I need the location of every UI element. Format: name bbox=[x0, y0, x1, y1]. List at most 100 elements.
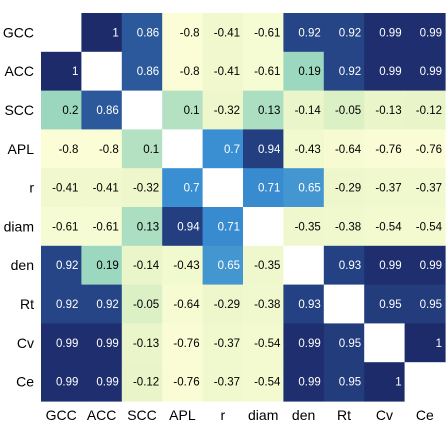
x-axis-tick-labels: GCC ACC SCC APL r diam den Rt Cv Ce bbox=[46, 407, 434, 423]
heatmap-cell-value: -0.13 bbox=[375, 105, 401, 117]
heatmap-cell-value: 0.99 bbox=[298, 377, 320, 389]
heatmap-cell-value: 0.99 bbox=[56, 377, 78, 389]
heatmap-cell bbox=[283, 284, 325, 324]
heatmap-cell bbox=[81, 284, 123, 324]
heatmap-cell-value: 1 bbox=[72, 66, 78, 78]
x-tick-label: diam bbox=[248, 407, 278, 423]
heatmap-cell bbox=[283, 323, 325, 363]
heatmap-cell-value: 0.1 bbox=[143, 144, 159, 156]
heatmap-cell-value: 0.92 bbox=[339, 66, 361, 78]
heatmap-cell bbox=[81, 168, 123, 208]
heatmap-cell-value: -0.12 bbox=[133, 377, 159, 389]
heatmap-cell bbox=[364, 90, 406, 130]
heatmap-cell bbox=[41, 245, 82, 286]
heatmap-cell-value: 0.1 bbox=[184, 105, 200, 117]
heatmap-cell-value: 0.92 bbox=[298, 27, 320, 39]
heatmap-cell-value: 0.13 bbox=[137, 221, 159, 233]
heatmap-cell-value: 0.93 bbox=[339, 260, 361, 272]
heatmap-cell-value: -0.8 bbox=[59, 144, 79, 156]
heatmap-cell bbox=[162, 129, 204, 169]
heatmap-cell bbox=[364, 13, 406, 53]
heatmap-cell-value: -0.41 bbox=[214, 66, 240, 78]
heatmap-cell-value: 0.99 bbox=[420, 27, 442, 39]
heatmap-cell-value: 0.7 bbox=[224, 144, 240, 156]
heatmap-cell bbox=[41, 51, 82, 92]
heatmap-cell bbox=[121, 13, 163, 53]
heatmap-cell-value: -0.14 bbox=[133, 260, 160, 272]
heatmap-cell-value: 0.13 bbox=[258, 105, 280, 117]
x-tick-label: GCC bbox=[46, 407, 77, 423]
heatmap-cell-value: -0.41 bbox=[214, 27, 240, 39]
heatmap-cell bbox=[202, 284, 244, 324]
heatmap-cell bbox=[81, 323, 123, 363]
heatmap-cell-value: -0.8 bbox=[99, 144, 119, 156]
heatmap-cell-value: -0.32 bbox=[214, 105, 240, 117]
heatmap-cell bbox=[121, 51, 163, 92]
heatmap-cell bbox=[81, 207, 123, 247]
heatmap-cell bbox=[121, 245, 163, 286]
heatmap-cell-value: 0.94 bbox=[177, 221, 200, 233]
heatmap-cell bbox=[323, 51, 365, 92]
heatmap-cell bbox=[202, 51, 244, 92]
heatmap-cell bbox=[404, 129, 446, 169]
heatmap-cell-value: -0.8 bbox=[180, 66, 200, 78]
heatmap-cell bbox=[41, 284, 82, 324]
heatmap-cell bbox=[243, 362, 284, 402]
heatmap-cell bbox=[121, 362, 163, 402]
heatmap-cell-value: -0.54 bbox=[254, 377, 281, 389]
heatmap-cell bbox=[202, 13, 244, 53]
heatmap-cell-value: -0.61 bbox=[254, 27, 280, 39]
heatmap-cell bbox=[202, 129, 244, 169]
heatmap-cell-value: 0.99 bbox=[420, 66, 442, 78]
heatmap-cell-value: 0.65 bbox=[298, 183, 320, 195]
heatmap-cell-value: -0.61 bbox=[93, 221, 119, 233]
heatmap-cell bbox=[202, 168, 244, 208]
heatmap-cell-value: -0.43 bbox=[295, 144, 321, 156]
heatmap-cell bbox=[404, 90, 446, 130]
heatmap-cell bbox=[121, 168, 163, 208]
heatmap-cell bbox=[81, 245, 123, 286]
heatmap-cell bbox=[162, 323, 204, 363]
heatmap-cell-value: 0.19 bbox=[298, 66, 320, 78]
heatmap-cell bbox=[283, 168, 325, 208]
heatmap-cell-value: 0.95 bbox=[379, 299, 401, 311]
heatmap-cell bbox=[283, 90, 325, 130]
heatmap-cell bbox=[364, 323, 406, 363]
heatmap-cell bbox=[162, 362, 204, 402]
heatmap-cell bbox=[41, 207, 82, 247]
heatmap-cell bbox=[323, 362, 365, 402]
y-tick-label: GCC bbox=[3, 24, 34, 40]
y-tick-label: diam bbox=[4, 218, 34, 234]
heatmap-cell-value: -0.76 bbox=[416, 144, 442, 156]
heatmap-cell bbox=[162, 207, 204, 247]
heatmap-cell bbox=[364, 245, 406, 286]
y-tick-label: den bbox=[11, 257, 34, 273]
heatmap-cell bbox=[121, 129, 163, 169]
heatmap-cell bbox=[243, 168, 284, 208]
heatmap-cell-value: 0.99 bbox=[298, 338, 320, 350]
heatmap-cell bbox=[323, 245, 365, 286]
x-tick-label: Rt bbox=[337, 407, 351, 423]
heatmap-cell bbox=[41, 168, 82, 208]
heatmap-cell-value: -0.41 bbox=[52, 183, 78, 195]
heatmap-cell bbox=[202, 90, 244, 130]
heatmap-cell-value: -0.8 bbox=[180, 27, 200, 39]
heatmap-cell bbox=[323, 323, 365, 363]
heatmap-cell-value: -0.61 bbox=[52, 221, 78, 233]
heatmap-cell bbox=[202, 362, 244, 402]
heatmap-cell bbox=[404, 13, 446, 53]
heatmap-cell-value: -0.32 bbox=[133, 183, 159, 195]
heatmap-cell bbox=[202, 245, 244, 286]
heatmap-cell-value: -0.54 bbox=[375, 221, 402, 233]
heatmap-cell bbox=[162, 90, 204, 130]
heatmap-cell-value: -0.43 bbox=[173, 260, 199, 272]
heatmap-cell bbox=[162, 284, 204, 324]
heatmap-cell-value: -0.37 bbox=[416, 183, 442, 195]
y-tick-label: r bbox=[29, 180, 34, 196]
heatmap-cell bbox=[404, 323, 446, 363]
y-tick-label: SCC bbox=[4, 102, 34, 118]
heatmap-cell-value: -0.14 bbox=[295, 105, 322, 117]
heatmap-cell-value: 0.86 bbox=[137, 27, 159, 39]
x-tick-label: Cv bbox=[376, 407, 393, 423]
heatmap-cells bbox=[41, 13, 446, 402]
